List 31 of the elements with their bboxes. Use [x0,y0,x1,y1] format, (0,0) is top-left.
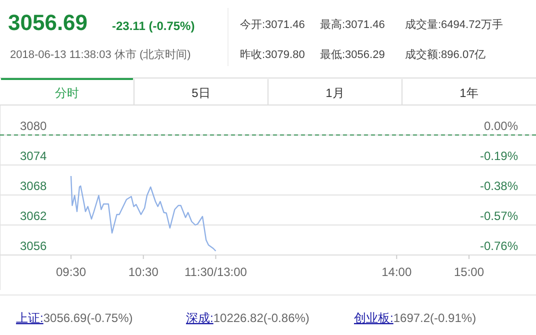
text: 最高:3071.46 [320,18,385,31]
text: 分时 [55,86,79,100]
text: 上证:3056.69(-0.75%) [16,311,133,325]
text: 2018-06-13 11:38:03 休市 (北京时间) [10,48,191,61]
x-tick-label: 11:30/13:00 [184,265,248,279]
x-tick-label: 15:00 [454,265,484,279]
y-tick-label: 3056 [20,239,48,253]
text: 今开:3071.46 [240,19,305,31]
x-tick-label: 14:00 [382,265,412,279]
text: 1月 [326,86,344,100]
y-tick-label: 3074 [20,149,48,163]
chart-title: 3056.69 [8,10,88,35]
text: 创业板:1697.2(-0.91%) [354,311,476,325]
text: 成交量:6494.72万手 [405,18,503,31]
text: 昨收:3079.80 [240,49,305,61]
text: 5日 [192,86,210,100]
x-tick-label: 09:30 [56,265,86,279]
y2-tick-label: -0.19% [480,149,518,163]
y-tick-label: 3062 [20,209,48,223]
y2-tick-label: -0.38% [480,179,518,193]
text: 最低:3056.29 [320,49,385,61]
y-tick-label: 3080 [20,119,48,133]
y-tick-label: 3068 [20,179,48,193]
y2-tick-label: -0.76% [480,239,518,253]
text: 成交额:896.07亿 [405,48,486,61]
x-tick-label: 10:30 [128,265,159,279]
text: -23.11 (-0.75%) [112,19,195,33]
y2-tick-label: 0.00% [484,119,518,133]
text: 1年 [460,86,478,100]
text: 深成:10226.82(-0.86%) [186,311,310,325]
y2-tick-label: -0.57% [480,209,518,223]
